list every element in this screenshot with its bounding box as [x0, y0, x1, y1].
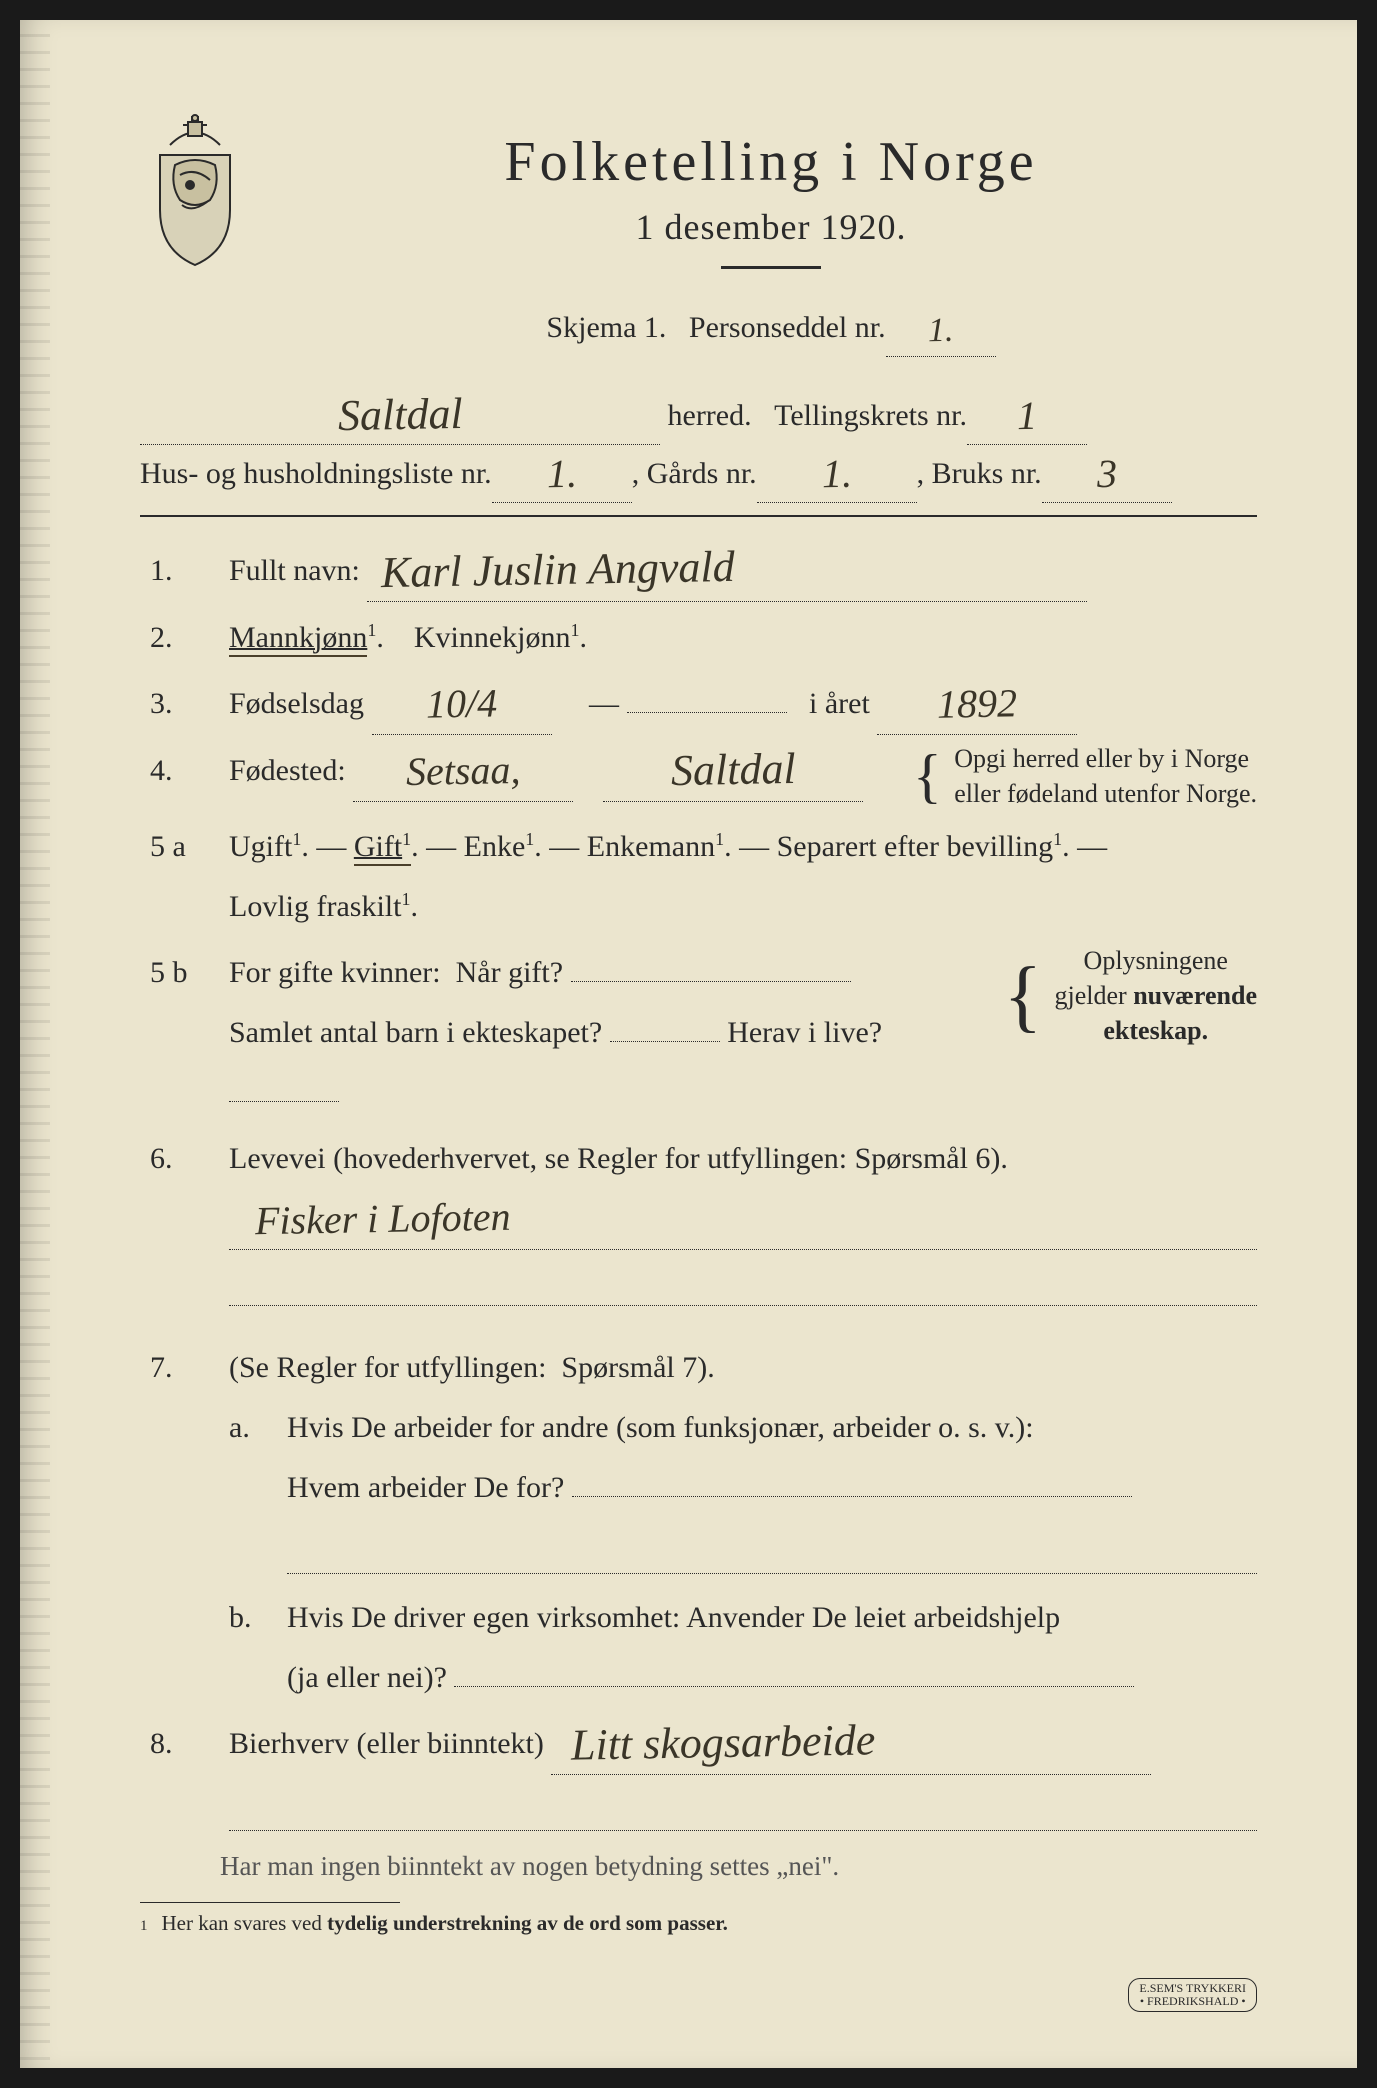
q5b: 5 b For gifte kvinner: Når gift? Samlet … [150, 943, 1257, 1123]
q5a: 5 a Ugift1. — Gift1. — Enke1. — Enkemann… [150, 817, 1257, 937]
q1-num: 1. [150, 541, 205, 602]
q4-value1: Setsaa, [406, 750, 521, 792]
tellingskrets-label: Tellingskrets nr. [774, 387, 967, 444]
q5a-separert: Separert efter bevilling [777, 830, 1054, 863]
q3-dash: — [589, 687, 619, 720]
q8-value: Litt skogsarbeide [571, 1719, 876, 1768]
q3-yearlabel: i året [809, 687, 870, 720]
q6-label: Levevei (hovederhvervet, se Regler for u… [229, 1129, 1257, 1189]
q5b-num: 5 b [150, 943, 205, 1123]
footnote: 1 Her kan svares ved tydelig understrekn… [140, 1911, 1257, 1936]
q3-year: 1892 [937, 683, 1018, 724]
q8-label: Bierhverv (eller biinntekt) [229, 1727, 544, 1760]
q3-num: 3. [150, 674, 205, 735]
meta-line-1: Skjema 1. Personseddel nr. 1. [285, 299, 1257, 357]
q5a-gift: Gift1 [354, 830, 411, 866]
q6: 6. Levevei (hovederhvervet, se Regler fo… [150, 1129, 1257, 1320]
q3-day: 10/4 [426, 683, 498, 724]
q5b-l2a: Samlet antal barn i ekteskapet? [229, 1016, 602, 1049]
footnote-b: tydelig understrekning av de ord som pas… [327, 1911, 728, 1935]
q5a-ugift: Ugift [229, 830, 292, 863]
q7b-num: b. [229, 1588, 277, 1648]
husliste-value: 1. [546, 454, 577, 495]
personseddel-label: Personseddel nr. [689, 299, 886, 356]
herred-value: Saltdal [337, 392, 462, 438]
q5a-fraskilt: Lovlig fraskilt [229, 890, 401, 923]
q7-label: (Se Regler for utfyllingen: Spørsmål 7). [229, 1338, 1257, 1398]
herred-label: herred. [668, 387, 752, 444]
gards-label: , Gårds nr. [632, 445, 757, 502]
q7b-l2: (ja eller nei)? [287, 1661, 447, 1694]
q3: 3. Fødselsdag 10/4 — i året 1892 [150, 674, 1257, 735]
section-divider [140, 515, 1257, 517]
q8: 8. Bierhverv (eller biinntekt) Litt skog… [150, 1714, 1257, 1845]
questions: 1. Fullt navn: Karl Juslin Angvald 2. Ma… [140, 541, 1257, 1882]
q5a-enkemann: Enkemann [587, 830, 715, 863]
gards-value: 1. [821, 454, 852, 495]
coat-of-arms-icon [140, 110, 250, 270]
q5a-enke: Enke [464, 830, 526, 863]
q2-num: 2. [150, 608, 205, 668]
q7a-blank [287, 1526, 1257, 1574]
q2: 2. Mannkjønn1. Kvinnekjønn1. [150, 608, 1257, 668]
q1-value: Karl Juslin Angvald [381, 545, 735, 595]
q4-value2: Saltdal [670, 747, 795, 793]
q5b-l2b: Herav i live? [727, 1016, 882, 1049]
personseddel-value: 1. [928, 314, 954, 348]
q7a-num: a. [229, 1398, 277, 1458]
main-title: Folketelling i Norge [285, 130, 1257, 194]
tail-note: Har man ingen biinntekt av nogen betydni… [150, 1851, 1257, 1882]
q1-label: Fullt navn: [229, 554, 360, 587]
q7: 7. (Se Regler for utfyllingen: Spørsmål … [150, 1338, 1257, 1708]
q6-blank-line [229, 1258, 1257, 1306]
q8-num: 8. [150, 1714, 205, 1845]
husliste-label: Hus- og husholdningsliste nr. [140, 445, 492, 502]
q4: 4. Fødested: Setsaa, Saltdal { Opgi herr… [150, 741, 1257, 811]
title-block: Folketelling i Norge 1 desember 1920. Sk… [285, 110, 1257, 357]
q7a-l1: Hvis De arbeider for andre (som funksjon… [287, 1398, 1257, 1458]
bruks-value: 3 [1096, 454, 1117, 494]
skjema-label: Skjema 1. [546, 299, 666, 356]
q7a-l2: Hvem arbeider De for? [287, 1471, 564, 1504]
q7-num: 7. [150, 1338, 205, 1708]
printer-stamp: E.SEM'S TRYKKERI • FREDRIKSHALD • [1128, 1978, 1257, 2012]
q5b-sidenote: { Oplysningene gjelder nuværende ekteska… [998, 943, 1257, 1048]
q1: 1. Fullt navn: Karl Juslin Angvald [150, 541, 1257, 602]
q7b-l1: Hvis De driver egen virksomhet: Anvender… [287, 1588, 1257, 1648]
q4-sidenote: { Opgi herred eller by i Norge eller fød… [907, 741, 1257, 811]
q5a-num: 5 a [150, 817, 205, 937]
meta-line-3: Hus- og husholdningsliste nr. 1. , Gårds… [140, 445, 1257, 503]
meta-line-2: Saltdal herred. Tellingskrets nr. 1 [140, 387, 1257, 445]
q8-blank [229, 1783, 1257, 1831]
q4-label: Fødested: [229, 754, 346, 787]
footnote-num: 1 [140, 1918, 148, 1935]
q5b-l1: For gifte kvinner: Når gift? [229, 956, 563, 989]
q6-num: 6. [150, 1129, 205, 1320]
q2-mann: Mannkjønn [229, 621, 367, 657]
bruks-label: , Bruks nr. [917, 445, 1042, 502]
title-rule [721, 266, 821, 269]
census-form-page: Folketelling i Norge 1 desember 1920. Sk… [20, 20, 1357, 2068]
header: Folketelling i Norge 1 desember 1920. Sk… [140, 110, 1257, 357]
footnote-rule [140, 1902, 400, 1903]
tellingskrets-value: 1 [1017, 396, 1038, 436]
q4-num: 4. [150, 741, 205, 811]
subtitle: 1 desember 1920. [285, 206, 1257, 248]
q6-value: Fisker i Lofoten [255, 1197, 511, 1241]
q2-kvinne: Kvinnekjønn [414, 621, 571, 654]
q3-label: Fødselsdag [229, 687, 364, 720]
footnote-a: Her kan svares ved [162, 1911, 328, 1935]
